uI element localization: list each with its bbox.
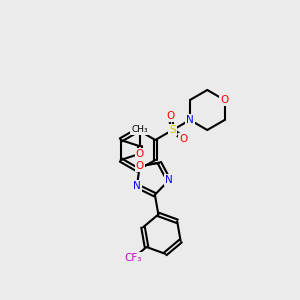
Text: S: S bbox=[169, 125, 176, 135]
Text: O: O bbox=[179, 134, 188, 144]
Text: N: N bbox=[165, 176, 173, 185]
Text: O: O bbox=[220, 95, 229, 105]
Text: O: O bbox=[136, 161, 144, 171]
Text: CF₃: CF₃ bbox=[125, 253, 142, 263]
Text: CH₃: CH₃ bbox=[131, 125, 148, 134]
Text: N: N bbox=[186, 115, 194, 125]
Text: O: O bbox=[166, 111, 174, 121]
Text: O: O bbox=[136, 149, 144, 159]
Text: N: N bbox=[133, 181, 141, 191]
